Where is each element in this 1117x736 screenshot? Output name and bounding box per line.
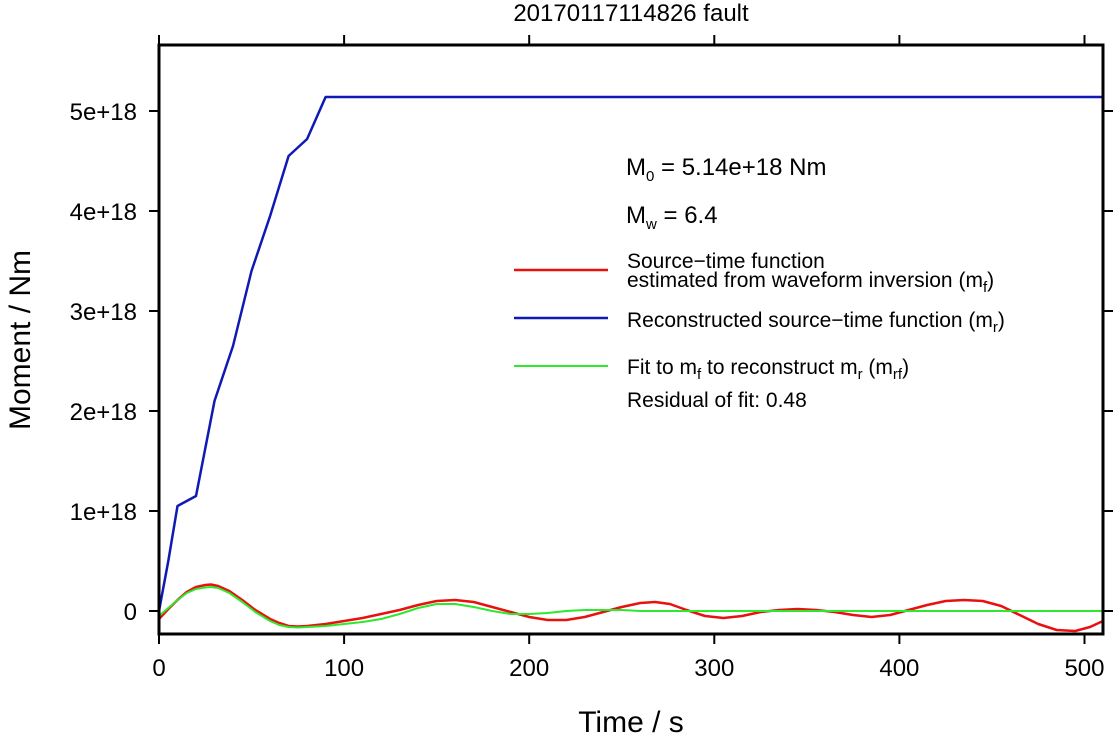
y-tick-label: 5e+18 — [70, 99, 137, 126]
x-axis: 0 100 200 300 400 500 — [152, 35, 1105, 682]
moment-magnitude-annotation: Mw = 6.4 — [626, 202, 718, 233]
x-tick-label: 400 — [879, 655, 919, 682]
y-axis-title: Moment / Nm — [4, 250, 37, 430]
y-tick-label: 1e+18 — [70, 499, 137, 526]
residual-annotation: Residual of fit: 0.48 — [627, 389, 807, 412]
x-tick-label: 200 — [509, 655, 549, 682]
series-line-0 — [159, 583, 1103, 633]
x-tick-label: 300 — [694, 655, 734, 682]
legend-label-blue: Reconstructed source−time function (mr) — [627, 309, 1005, 336]
x-axis-title: Time / s — [578, 706, 684, 736]
x-tick-label: 0 — [152, 655, 165, 682]
legend-label-green: Fit to mf to reconstruct mr (mrf) — [627, 356, 909, 383]
series-line-1 — [159, 95, 1103, 612]
y-tick-label: 4e+18 — [70, 199, 137, 226]
plot-frame — [157, 43, 1105, 636]
x-tick-label: 100 — [324, 655, 364, 682]
series-line-2 — [159, 586, 1103, 629]
chart-title: 20170117114826 fault — [513, 0, 749, 27]
y-axis: 0 1e+18 2e+18 3e+18 4e+18 5e+18 — [70, 99, 1113, 626]
series-layer — [159, 95, 1103, 633]
legend-label-red: Source−time function — [627, 250, 825, 273]
y-tick-label: 2e+18 — [70, 399, 137, 426]
y-tick-label: 3e+18 — [70, 299, 137, 326]
y-tick-label: 0 — [124, 599, 137, 626]
legend-label-red-line2: estimated from waveform inversion (mf) — [627, 269, 994, 296]
seismic-moment-annotation: M0 = 5.14e+18 Nm — [626, 154, 826, 185]
x-tick-label: 500 — [1064, 655, 1104, 682]
legend: Source−time function estimated from wave… — [514, 250, 1005, 412]
